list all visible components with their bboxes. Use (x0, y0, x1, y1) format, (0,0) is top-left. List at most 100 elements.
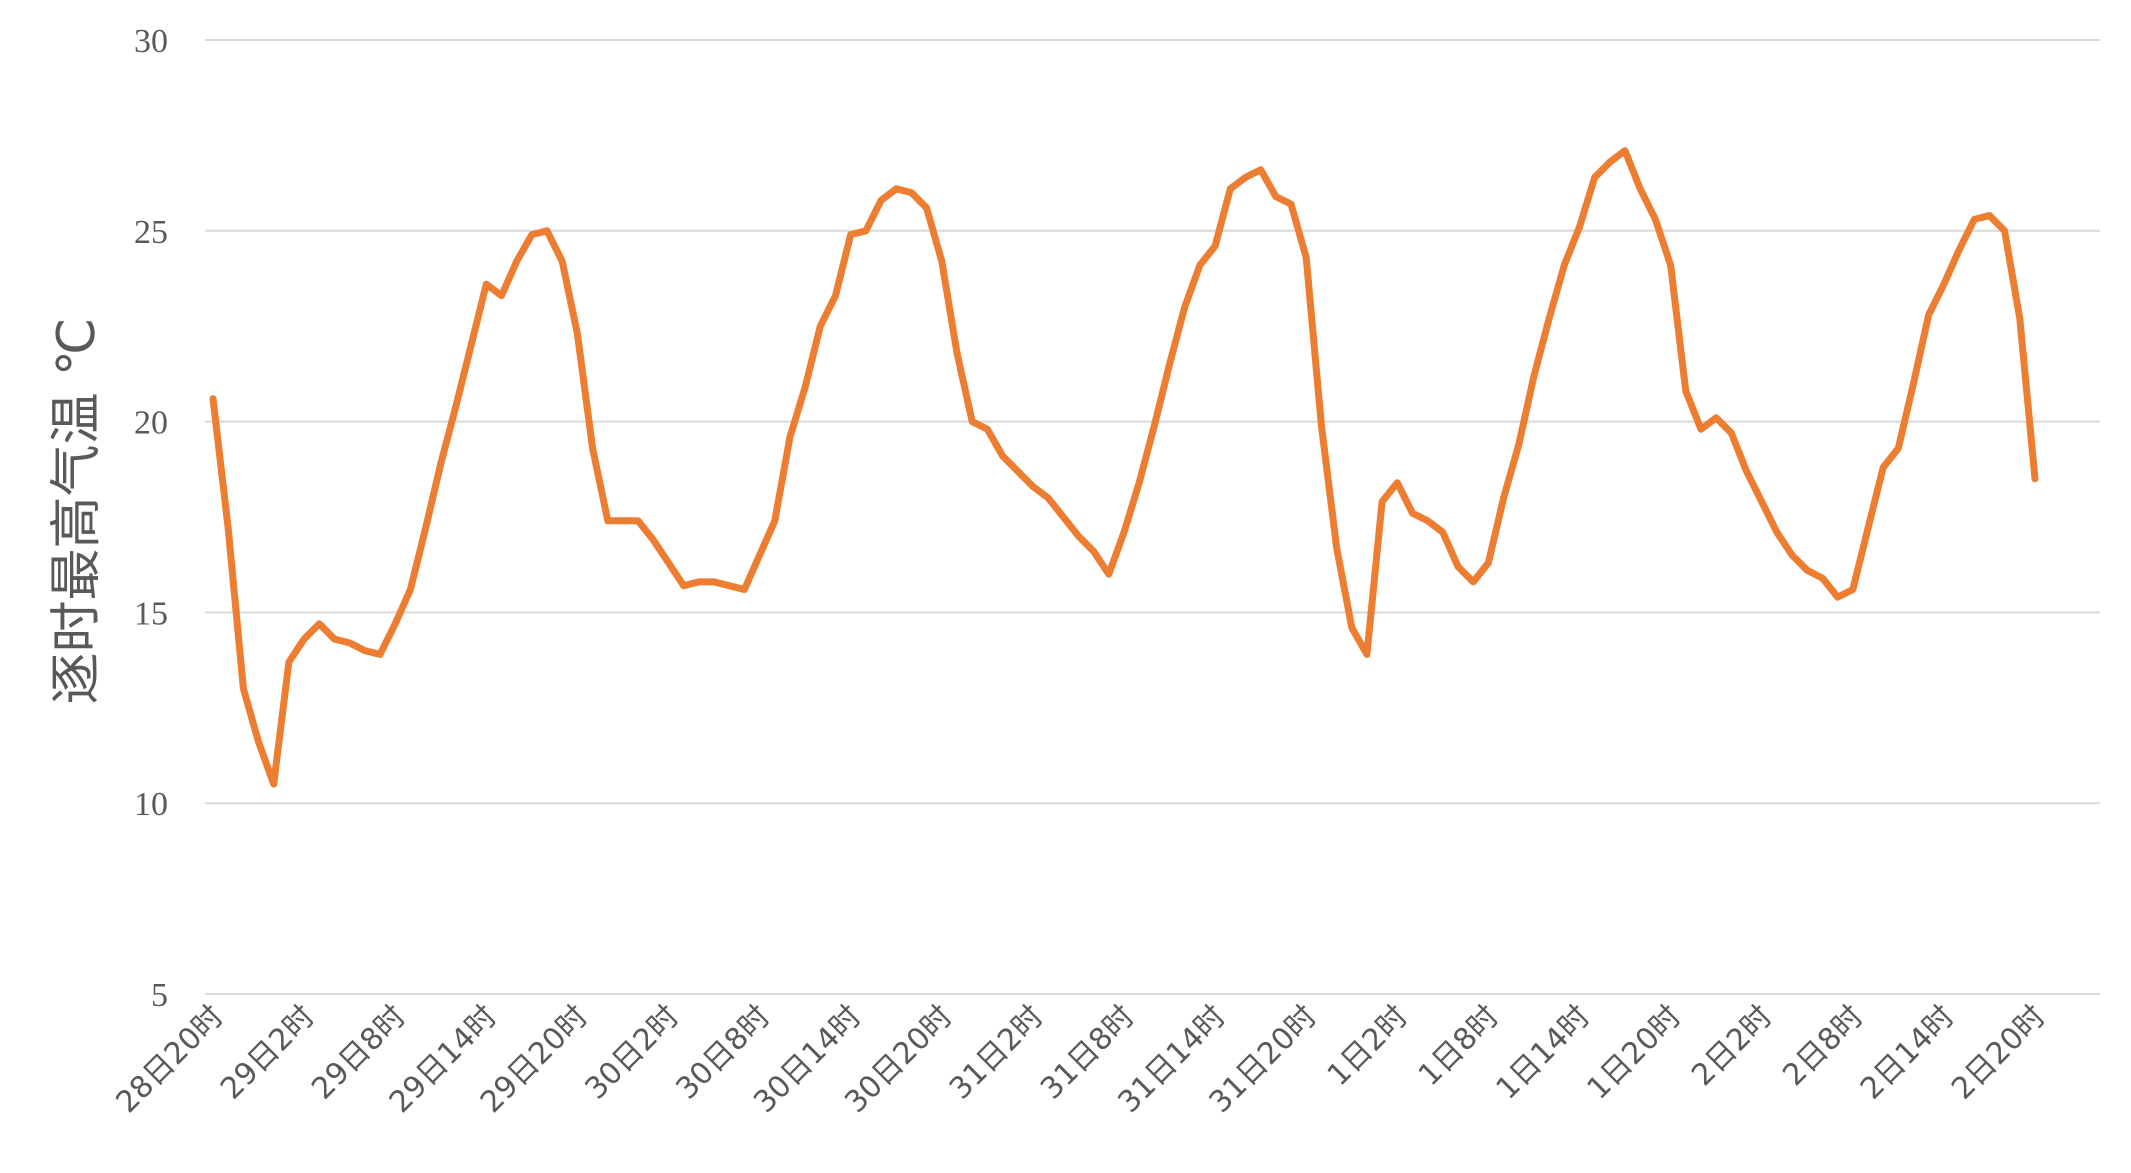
data-point (650, 536, 657, 543)
x-axis-ticks: 28日20时29日2时29日8时29日14时29日20时30日2时30日8时30… (109, 999, 2052, 1120)
data-point (771, 517, 778, 524)
data-point (741, 586, 748, 593)
data-point (1288, 201, 1295, 208)
data-point (1257, 166, 1264, 173)
data-point (786, 433, 793, 440)
data-point (407, 586, 414, 593)
data-point (1925, 311, 1932, 318)
data-point (2032, 475, 2038, 482)
data-point (893, 185, 900, 192)
data-point (984, 426, 991, 433)
data-point (1530, 372, 1537, 379)
data-point (1075, 533, 1082, 540)
data-point (1971, 216, 1978, 223)
data-point (1956, 246, 1963, 253)
data-point (878, 197, 885, 204)
data-point (1485, 559, 1492, 566)
data-point (1895, 445, 1902, 452)
data-point (817, 323, 824, 330)
data-point (1455, 563, 1462, 570)
x-tick-label: 30日2时 (578, 999, 686, 1107)
x-tick-label: 1日20时 (1581, 999, 1689, 1107)
data-point (1758, 498, 1765, 505)
data-point (361, 647, 368, 654)
data-point (1591, 174, 1598, 181)
data-point (1713, 414, 1720, 421)
data-point (1045, 494, 1052, 501)
data-point (1515, 441, 1522, 448)
data-point (1121, 529, 1127, 536)
data-point (953, 349, 960, 356)
data-point (1348, 624, 1355, 631)
x-tick-label: 31日2时 (943, 999, 1051, 1107)
y-axis-label: 逐时最高气温 ℃ (47, 318, 107, 705)
data-point (1029, 483, 1036, 490)
data-point (1682, 388, 1689, 395)
x-tick-label: 2日14时 (1854, 999, 1962, 1107)
data-point (1622, 147, 1629, 154)
data-point (726, 582, 733, 589)
y-axis-ticks: 5 10 15 20 25 30 (134, 23, 168, 1014)
data-point (680, 582, 687, 589)
data-point (574, 330, 581, 337)
data-point (1637, 185, 1644, 192)
data-point (665, 559, 672, 566)
data-point (1318, 422, 1325, 429)
data-point (1014, 468, 1021, 475)
series-group (209, 147, 2039, 788)
data-point (437, 460, 444, 467)
data-point (1060, 514, 1067, 520)
data-point (1834, 594, 1841, 601)
data-point (695, 578, 702, 585)
data-point (1697, 426, 1704, 433)
data-point (1181, 304, 1188, 311)
data-point (1864, 525, 1871, 532)
data-point (1424, 517, 1431, 524)
data-point (1196, 262, 1203, 269)
data-point (1363, 651, 1370, 658)
data-point (2001, 227, 2008, 234)
data-point (331, 636, 338, 643)
data-point (756, 552, 763, 559)
data-point (255, 739, 262, 746)
data-point (969, 418, 976, 425)
data-point (240, 685, 247, 692)
data-point (1227, 185, 1234, 192)
data-point (711, 578, 718, 585)
x-tick-label: 1日2时 (1321, 999, 1415, 1093)
data-point (1151, 422, 1158, 429)
data-point (285, 659, 292, 666)
data-point (1743, 468, 1750, 475)
data-point (1090, 548, 1097, 555)
data-point (1166, 361, 1173, 368)
temperature-series-line (209, 147, 2039, 788)
data-point (908, 189, 915, 196)
data-point (1394, 479, 1401, 486)
x-tick-label: 2日2时 (1685, 999, 1779, 1093)
data-point (1333, 544, 1340, 551)
data-point (468, 342, 475, 349)
data-point (1561, 262, 1568, 269)
data-point (1242, 174, 1249, 181)
data-point (1439, 529, 1446, 536)
x-tick-label: 1日14时 (1489, 999, 1597, 1107)
data-point (544, 227, 551, 234)
data-point (923, 204, 930, 211)
data-point (1728, 430, 1735, 437)
data-point (1272, 193, 1279, 200)
data-point (604, 517, 611, 524)
data-point (316, 620, 323, 627)
data-point (847, 231, 854, 238)
data-point (392, 620, 399, 627)
data-point (377, 651, 384, 658)
x-tick-label: 28日20时 (109, 999, 230, 1120)
data-point (1303, 254, 1310, 261)
data-point (225, 525, 232, 532)
data-point (452, 403, 459, 410)
data-point (619, 517, 626, 524)
data-point (1940, 281, 1947, 288)
data-point (589, 445, 596, 452)
data-point (1880, 464, 1887, 471)
data-point (1819, 575, 1826, 582)
